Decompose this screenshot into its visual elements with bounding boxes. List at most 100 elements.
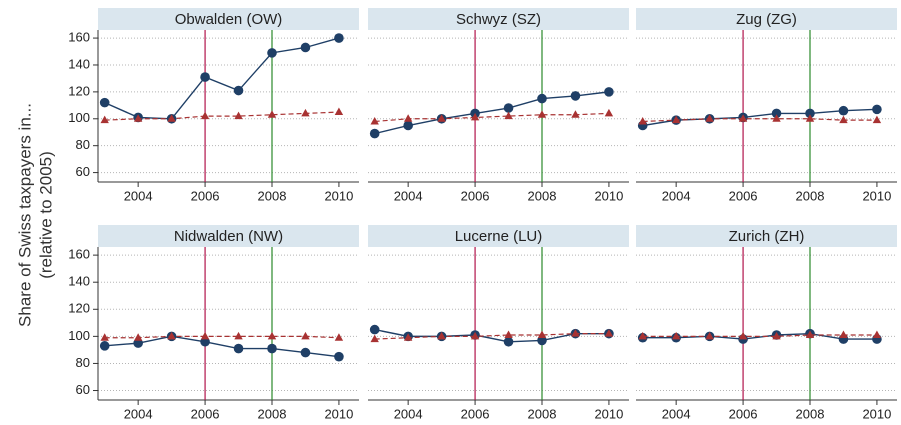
- data-point: [233, 343, 244, 354]
- y-tick-label: 140: [68, 274, 90, 289]
- data-point: [437, 114, 446, 122]
- x-tick-label: 2008: [796, 188, 825, 203]
- data-point: [334, 333, 344, 341]
- x-tick-label: 2004: [662, 406, 691, 421]
- series-line: [374, 91, 610, 135]
- data-point: [805, 330, 815, 339]
- data-point: [267, 331, 277, 340]
- panel-header: [636, 225, 897, 247]
- data-point: [200, 336, 210, 347]
- x-tick-label: 2010: [862, 406, 891, 421]
- data-point: [403, 120, 413, 131]
- y-axis-label: (relative to 2005): [36, 151, 55, 279]
- series-line: [642, 332, 877, 340]
- data-point: [301, 108, 310, 117]
- data-point: [504, 111, 513, 120]
- data-point: [200, 331, 210, 340]
- x-tick-label: 2008: [528, 188, 557, 203]
- data-point: [537, 93, 547, 104]
- x-tick-label: 2004: [124, 188, 153, 203]
- panel-title: Schwyz (SZ): [456, 11, 541, 28]
- data-point: [301, 331, 310, 340]
- data-point: [705, 114, 714, 122]
- data-point: [267, 343, 277, 354]
- data-point: [133, 333, 143, 341]
- data-point: [370, 116, 379, 125]
- y-tick-label: 100: [68, 328, 90, 343]
- data-point: [839, 330, 848, 339]
- y-tick-label: 120: [68, 83, 90, 98]
- data-point: [638, 331, 647, 340]
- data-point: [334, 33, 344, 43]
- data-point: [604, 108, 614, 117]
- panel-header: [98, 8, 359, 30]
- series-line: [642, 108, 877, 127]
- data-point: [334, 351, 344, 362]
- panel-title: Zug (ZG): [736, 11, 797, 28]
- y-tick-label: 160: [68, 247, 90, 262]
- y-tick-label: 100: [68, 110, 90, 125]
- x-tick-label: 2006: [729, 188, 758, 203]
- x-tick-label: 2008: [258, 188, 287, 203]
- data-point: [470, 331, 480, 340]
- data-point: [437, 331, 446, 340]
- data-point: [838, 105, 849, 116]
- data-point: [167, 114, 176, 122]
- data-point: [571, 329, 580, 337]
- panel-title: Lucerne (LU): [455, 228, 543, 245]
- series-line: [104, 335, 340, 358]
- x-tick-label: 2008: [528, 406, 557, 421]
- data-point: [839, 115, 848, 124]
- x-tick-label: 2008: [796, 406, 825, 421]
- x-tick-label: 2010: [324, 406, 353, 421]
- data-point: [234, 331, 243, 340]
- x-tick-label: 2010: [862, 188, 891, 203]
- y-tick-label: 120: [68, 301, 90, 316]
- y-tick-label: 80: [76, 355, 90, 370]
- data-point: [738, 114, 748, 122]
- data-point: [167, 331, 176, 340]
- series-line: [642, 118, 877, 123]
- y-axis-label: Share of Swiss taxpayers in...: [15, 103, 34, 327]
- data-point: [369, 324, 380, 335]
- data-point: [738, 331, 748, 340]
- data-point: [671, 115, 681, 124]
- series-line: [374, 328, 609, 343]
- data-point: [805, 114, 815, 122]
- x-tick-label: 2004: [124, 406, 153, 421]
- x-tick-label: 2004: [662, 188, 691, 203]
- data-point: [267, 48, 277, 58]
- data-point: [570, 91, 581, 101]
- x-tick-label: 2006: [191, 188, 220, 203]
- data-point: [200, 72, 210, 82]
- x-tick-label: 2008: [258, 406, 287, 421]
- data-point: [200, 111, 210, 120]
- series-line: [642, 334, 877, 337]
- data-point: [705, 331, 714, 340]
- data-point: [671, 331, 681, 340]
- panel-title: Nidwalden (NW): [174, 228, 283, 245]
- x-tick-label: 2004: [394, 188, 423, 203]
- x-tick-label: 2010: [594, 406, 623, 421]
- y-tick-label: 160: [68, 30, 90, 45]
- y-tick-label: 60: [76, 164, 90, 179]
- data-point: [771, 108, 782, 119]
- x-tick-label: 2006: [191, 406, 220, 421]
- x-tick-label: 2010: [324, 188, 353, 203]
- y-tick-label: 60: [76, 382, 90, 397]
- data-point: [234, 111, 243, 120]
- data-point: [805, 108, 815, 119]
- data-point: [604, 87, 614, 97]
- x-tick-label: 2006: [461, 188, 490, 203]
- data-point: [537, 330, 547, 339]
- data-point: [133, 338, 143, 348]
- data-point: [638, 116, 647, 125]
- series-line: [104, 37, 340, 120]
- panel-title: Zurich (ZH): [729, 228, 805, 245]
- data-point: [872, 115, 882, 124]
- data-point: [403, 333, 413, 341]
- data-point: [537, 335, 547, 346]
- series-line: [104, 111, 339, 121]
- data-point: [571, 110, 580, 118]
